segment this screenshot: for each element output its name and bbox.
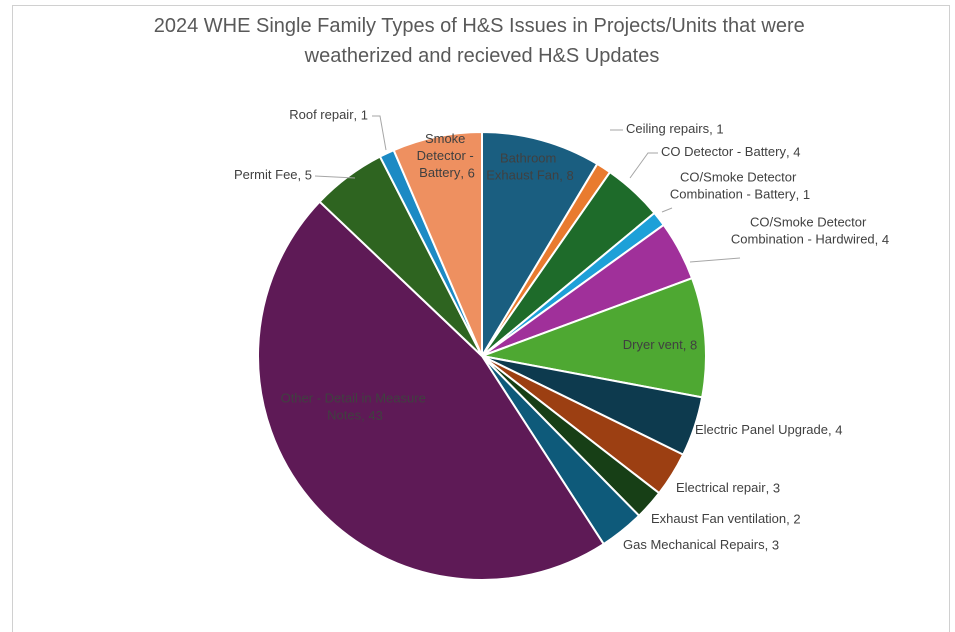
label-separator: ,	[765, 537, 772, 552]
label-separator: ,	[796, 187, 803, 202]
pie-slice	[478, 276, 707, 399]
data-label: Roof repair	[289, 107, 354, 122]
data-label: CO/Smoke Detector Combination - Hardwire…	[731, 215, 875, 247]
data-label: Ceiling repairs	[626, 121, 710, 136]
data-label: Bathroom Exhaust Fan	[486, 151, 560, 183]
data-label-value: 6	[468, 165, 475, 180]
data-label: Other - Detail in Measure Notes	[281, 391, 430, 423]
leader-line	[314, 175, 356, 179]
data-label-value: 4	[882, 232, 889, 247]
leader-line	[689, 257, 741, 263]
label-separator: ,	[298, 167, 305, 182]
data-label-value: 1	[361, 107, 368, 122]
pie-slice	[481, 130, 599, 360]
data-label: Dryer vent	[623, 337, 683, 352]
label-separator: ,	[559, 168, 566, 183]
label-separator: ,	[786, 511, 793, 526]
chart-title: 2024 WHE Single Family Types of H&S Issu…	[154, 15, 811, 67]
data-label-value: 4	[793, 144, 800, 159]
data-label-value: 1	[803, 187, 810, 202]
label-separator: ,	[361, 408, 368, 423]
data-label: Smoke Detector - Battery	[417, 131, 478, 180]
data-label-value: 8	[567, 168, 574, 183]
label-separator: ,	[766, 480, 773, 495]
data-label-value: 43	[368, 408, 382, 423]
data-label: Electrical repair	[676, 480, 766, 495]
data-label: Permit Fee	[234, 167, 298, 182]
label-separator: ,	[460, 165, 467, 180]
pie-slice	[257, 200, 606, 581]
data-label-value: 5	[305, 167, 312, 182]
leader-line	[661, 207, 673, 213]
data-label: CO Detector - Battery	[661, 144, 786, 159]
data-label-value: 8	[690, 337, 697, 352]
label-separator: ,	[354, 107, 361, 122]
label-separator: ,	[709, 121, 716, 136]
leader-line	[629, 152, 658, 179]
pie-slice	[392, 130, 483, 357]
leader-line	[372, 115, 387, 151]
label-separator: ,	[828, 422, 835, 437]
data-label: Electric Panel Upgrade	[695, 422, 828, 437]
label-separator: ,	[786, 144, 793, 159]
data-label-value: 2	[793, 511, 800, 526]
data-label-value: 3	[772, 537, 779, 552]
data-label: Exhaust Fan ventilation	[651, 511, 786, 526]
data-label: CO/Smoke Detector Combination - Battery	[670, 170, 800, 202]
data-label-value: 1	[716, 121, 723, 136]
data-label-value: 4	[835, 422, 842, 437]
data-label-value: 3	[773, 480, 780, 495]
data-label: Gas Mechanical Repairs	[623, 537, 765, 552]
label-separator: ,	[875, 232, 882, 247]
label-separator: ,	[683, 337, 690, 352]
